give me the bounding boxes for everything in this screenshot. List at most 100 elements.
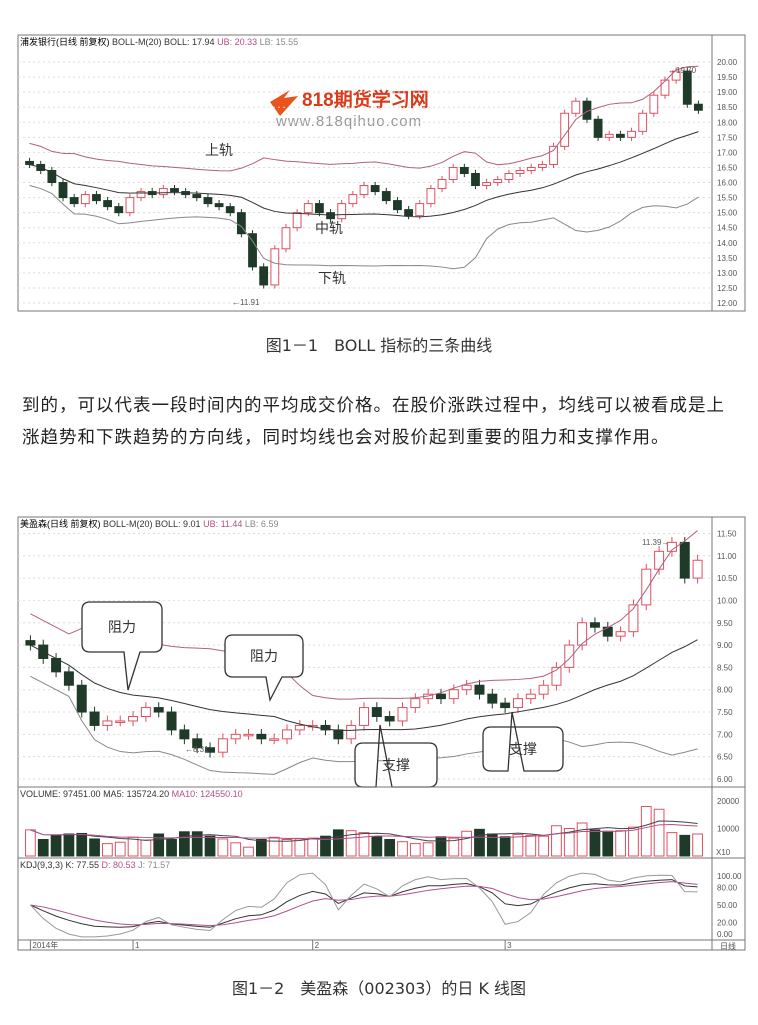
volume-bar bbox=[371, 836, 383, 857]
y-tick-label: 19.00 bbox=[717, 88, 738, 97]
candle-down bbox=[153, 707, 164, 713]
candle-up bbox=[564, 644, 575, 668]
volume-bar bbox=[217, 838, 229, 857]
svg-text:www.818qihuo.com: www.818qihuo.com bbox=[275, 113, 422, 130]
candle-up bbox=[136, 191, 146, 199]
candle-up bbox=[270, 248, 280, 286]
y-tick-label: 15.00 bbox=[717, 209, 738, 218]
y-tick-label: 11.50 bbox=[717, 529, 737, 538]
y-tick-label: 7.00 bbox=[717, 730, 733, 739]
candle-up bbox=[627, 130, 636, 138]
resistance-label-bubble bbox=[224, 634, 304, 703]
date-label: 3 bbox=[507, 941, 512, 950]
support-label-bubble bbox=[482, 711, 564, 772]
period-label: 日线 bbox=[720, 941, 736, 951]
volume-bar bbox=[448, 837, 460, 857]
support-label: 支撑 bbox=[509, 742, 537, 758]
support-label-bubble bbox=[354, 724, 438, 788]
candle-down bbox=[384, 716, 395, 722]
kdj-panel bbox=[17, 857, 746, 941]
volume-bar bbox=[332, 829, 344, 857]
low-price-label: ←8.31 bbox=[185, 745, 209, 754]
y-tick-label: 14.00 bbox=[717, 239, 738, 248]
volume-bar bbox=[102, 843, 113, 857]
resistance-label: 阻力 bbox=[250, 649, 278, 665]
y-tick-label: 12.50 bbox=[717, 284, 738, 293]
kdj-d-line bbox=[30, 881, 698, 927]
candle-down bbox=[602, 626, 613, 637]
volume-bar bbox=[512, 834, 524, 857]
candle-down bbox=[205, 747, 216, 753]
candle-down bbox=[92, 194, 101, 202]
candle-down bbox=[459, 166, 469, 174]
volume-bar bbox=[679, 834, 691, 857]
candle-down bbox=[371, 707, 382, 717]
candle-up bbox=[526, 166, 536, 171]
kdj-k-line bbox=[30, 879, 698, 928]
candle-up bbox=[437, 179, 447, 190]
candle-down bbox=[179, 729, 190, 740]
volume-bar bbox=[576, 822, 588, 857]
candle-up bbox=[515, 169, 525, 174]
volume-bar bbox=[474, 828, 485, 857]
y-tick-label: 11.00 bbox=[717, 552, 737, 561]
candle-down bbox=[236, 212, 246, 235]
volume-bar bbox=[628, 826, 639, 857]
y-tick-label: 19.50 bbox=[717, 73, 738, 82]
date-label: 2 bbox=[315, 941, 320, 950]
candle-up bbox=[628, 604, 639, 633]
candle-up bbox=[128, 716, 139, 722]
y-tick-label: 6.00 bbox=[717, 775, 733, 784]
chart-frame bbox=[17, 34, 746, 312]
candle-down bbox=[333, 729, 344, 740]
candle-down bbox=[76, 684, 87, 713]
candle-up bbox=[604, 133, 614, 138]
volume-bar bbox=[204, 835, 216, 857]
volume-bar bbox=[63, 833, 75, 857]
date-axis bbox=[17, 939, 746, 951]
candle-up bbox=[560, 112, 570, 147]
candle-down bbox=[69, 197, 79, 205]
candle-up bbox=[482, 182, 492, 187]
kdj-header: KDJ(9,3,3) K: 77.55 D: 80.53 J: 71.57 bbox=[20, 860, 170, 870]
candle-up bbox=[512, 698, 523, 709]
y-tick-label: 13.50 bbox=[717, 254, 738, 263]
volume-bar bbox=[551, 825, 562, 857]
candle-up bbox=[654, 550, 665, 570]
body-paragraph: 到的，可以代表一段时间内的平均成交价格。在股价涨跌过程中，均线可以被看成是上涨趋… bbox=[22, 396, 725, 448]
volume-header: VOLUME: 97451.00 MA5: 135724.20 MA10: 12… bbox=[20, 789, 243, 799]
y-tick-label: 6.50 bbox=[717, 753, 733, 762]
candle-up bbox=[571, 100, 581, 114]
candle-down bbox=[589, 622, 600, 628]
candle-down bbox=[166, 711, 177, 731]
figure1-caption: 图1－1 BOLL 指标的三条曲线 bbox=[265, 336, 493, 355]
volume-bar bbox=[89, 838, 100, 857]
candle-up bbox=[158, 188, 168, 196]
volume-tick-label: 10000 bbox=[717, 825, 740, 834]
candle-up bbox=[303, 203, 313, 214]
y-tick-label: 10.50 bbox=[717, 574, 738, 583]
volume-bar bbox=[358, 832, 370, 857]
candle-up bbox=[140, 707, 151, 717]
figure2-caption: 图1－2 美盈森（002303）的日 K 线图 bbox=[231, 979, 527, 998]
candle-down bbox=[225, 206, 235, 214]
candle-up bbox=[692, 559, 703, 579]
volume-bar bbox=[127, 836, 139, 857]
candle-up bbox=[537, 163, 547, 168]
upper-band-label: 上轨 bbox=[205, 143, 233, 159]
candle-down bbox=[58, 182, 68, 199]
volume-bar bbox=[589, 829, 601, 857]
candle-down bbox=[192, 194, 202, 199]
candle-up bbox=[649, 94, 659, 114]
candle-up bbox=[551, 666, 562, 686]
y-tick-label: 17.00 bbox=[717, 148, 738, 157]
high-price-label: ←19.70 bbox=[668, 66, 697, 75]
volume-bar bbox=[666, 832, 678, 857]
candle-up bbox=[577, 622, 588, 646]
kdj-tick-label: 20.00 bbox=[717, 918, 738, 927]
kdj-j-line bbox=[30, 872, 698, 938]
y-tick-label: 10.00 bbox=[717, 596, 738, 605]
y-tick-label: 12.00 bbox=[717, 299, 738, 308]
volume-bar bbox=[409, 843, 421, 857]
volume-bar bbox=[640, 806, 652, 857]
